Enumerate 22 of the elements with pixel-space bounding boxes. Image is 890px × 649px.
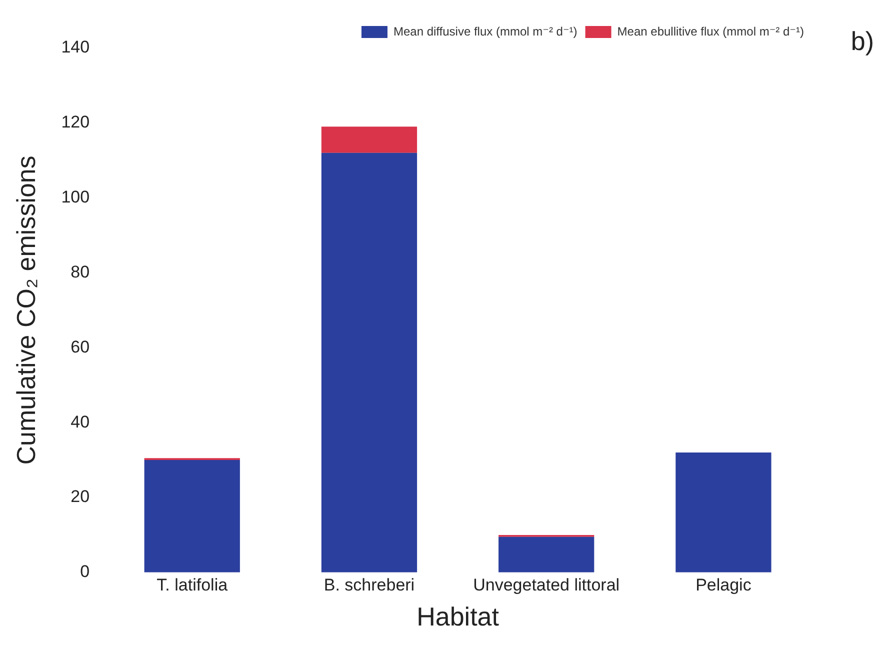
x-axis-title: Habitat: [416, 602, 500, 632]
y-tick-label: 120: [61, 112, 90, 132]
bar: [144, 460, 240, 572]
legend-label: Mean ebullitive flux (mmol m⁻² d⁻¹): [617, 24, 804, 38]
x-tick-label: B. schreberi: [324, 575, 415, 594]
bar: [676, 452, 772, 572]
y-tick-label: 140: [61, 38, 90, 57]
bar: [321, 126, 418, 153]
y-tick-label: 20: [70, 487, 90, 506]
bar: [321, 152, 418, 572]
y-tick-label: 40: [70, 412, 90, 432]
x-tick-label: Unvegetated littoral: [473, 575, 620, 594]
legend-label: Mean diffusive flux (mmol m⁻² d⁻¹): [393, 24, 578, 38]
y-tick-label: 60: [70, 337, 90, 356]
y-tick-label: 100: [61, 188, 90, 207]
x-tick-label: T. latifolia: [156, 575, 228, 594]
y-tick-label: 80: [70, 262, 90, 282]
y-axis-title: Cumulative CO₂ emissions: [10, 156, 41, 465]
x-tick-label: Pelagic: [696, 575, 752, 594]
text: b): [850, 26, 874, 56]
y-tick-label: 0: [80, 562, 90, 582]
bar: [498, 536, 594, 572]
